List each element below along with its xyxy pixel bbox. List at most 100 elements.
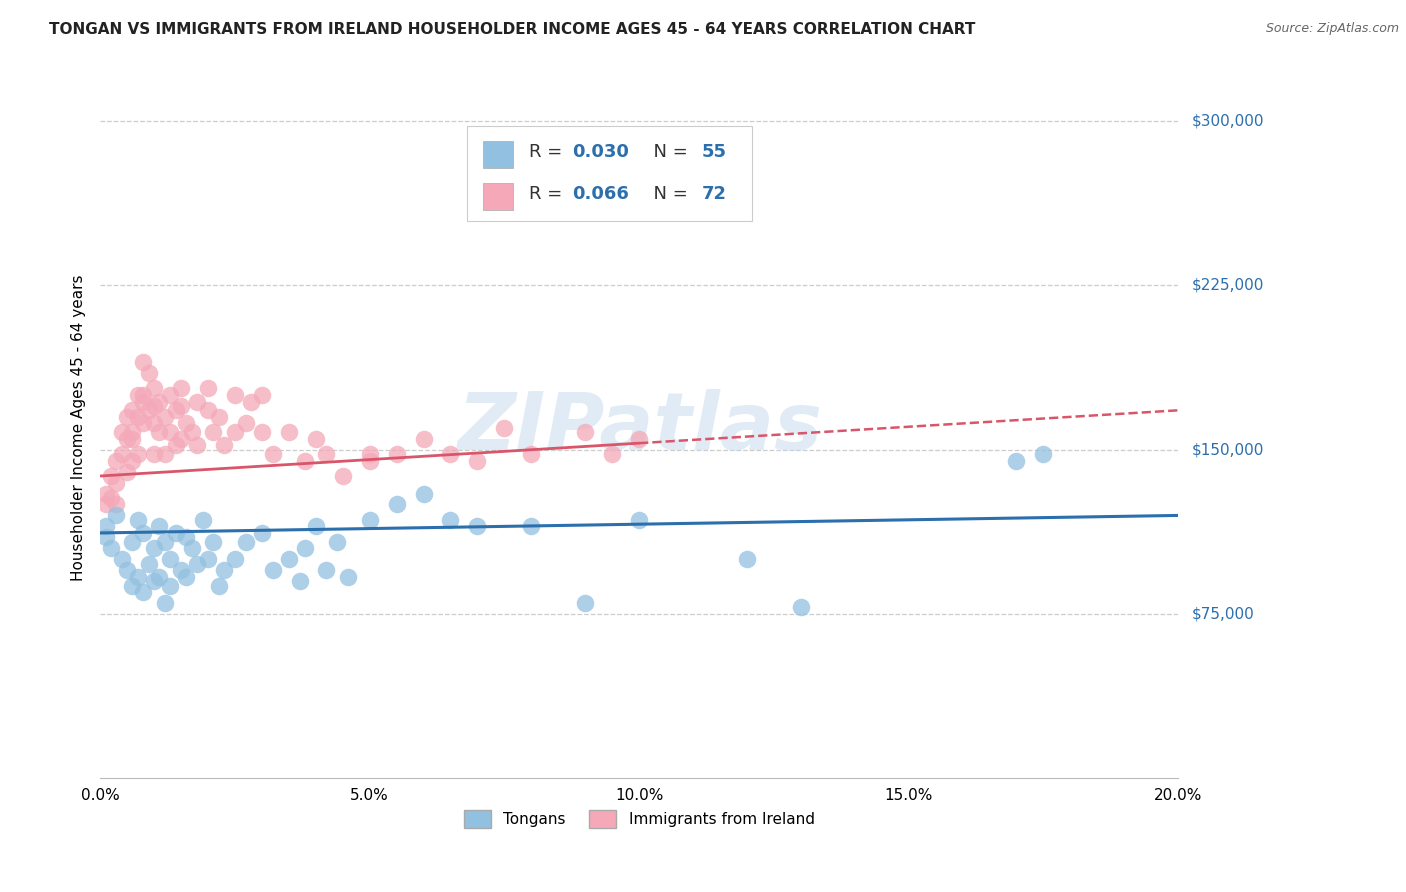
Point: [165, 438, 187, 452]
Point: [143, 574, 166, 588]
Point: [132, 394, 155, 409]
Point: [127, 388, 149, 402]
Point: [165, 403, 187, 417]
Point: [186, 438, 208, 452]
Text: R =: R =: [529, 186, 568, 203]
Point: [628, 432, 651, 446]
Point: [628, 513, 651, 527]
Point: [224, 388, 246, 402]
Point: [132, 388, 155, 402]
Point: [315, 563, 337, 577]
Point: [520, 447, 543, 461]
Point: [105, 508, 128, 523]
Point: [180, 425, 202, 440]
Point: [600, 447, 623, 461]
Text: 0.030: 0.030: [572, 144, 628, 161]
Point: [143, 417, 166, 431]
FancyBboxPatch shape: [482, 141, 513, 168]
Point: [208, 578, 231, 592]
Point: [337, 570, 360, 584]
Point: [520, 519, 543, 533]
Point: [1032, 447, 1054, 461]
Point: [277, 552, 299, 566]
Point: [121, 534, 143, 549]
Point: [315, 447, 337, 461]
Point: [121, 432, 143, 446]
Point: [262, 447, 284, 461]
Point: [208, 409, 231, 424]
Point: [176, 570, 198, 584]
Text: R =: R =: [529, 144, 568, 161]
Point: [224, 552, 246, 566]
Point: [467, 519, 489, 533]
Point: [197, 403, 219, 417]
Point: [574, 596, 596, 610]
Point: [359, 453, 381, 467]
Point: [305, 519, 328, 533]
Point: [121, 453, 143, 467]
Point: [197, 381, 219, 395]
Point: [138, 557, 160, 571]
Point: [186, 557, 208, 571]
Point: [191, 513, 214, 527]
Point: [439, 447, 461, 461]
Point: [197, 552, 219, 566]
Point: [385, 447, 408, 461]
Point: [180, 541, 202, 556]
Point: [159, 388, 181, 402]
Point: [148, 394, 170, 409]
Point: [170, 432, 193, 446]
Point: [385, 498, 408, 512]
Text: 0.066: 0.066: [572, 186, 628, 203]
Point: [148, 425, 170, 440]
Point: [132, 417, 155, 431]
Point: [111, 425, 134, 440]
Point: [94, 498, 117, 512]
Point: [132, 585, 155, 599]
Point: [439, 513, 461, 527]
Point: [94, 519, 117, 533]
Point: [148, 519, 170, 533]
Point: [121, 425, 143, 440]
Point: [224, 425, 246, 440]
Point: [100, 491, 122, 505]
Point: [170, 381, 193, 395]
Point: [165, 525, 187, 540]
Point: [127, 570, 149, 584]
Point: [359, 513, 381, 527]
Point: [235, 417, 257, 431]
Point: [111, 552, 134, 566]
Point: [132, 355, 155, 369]
Point: [159, 578, 181, 592]
Text: Source: ZipAtlas.com: Source: ZipAtlas.com: [1265, 22, 1399, 36]
Point: [1005, 453, 1028, 467]
Point: [127, 447, 149, 461]
Point: [111, 447, 134, 461]
Point: [412, 432, 434, 446]
Legend: Tongans, Immigrants from Ireland: Tongans, Immigrants from Ireland: [457, 804, 821, 834]
Point: [100, 541, 122, 556]
Point: [153, 534, 176, 549]
Point: [127, 409, 149, 424]
Point: [176, 417, 198, 431]
Point: [305, 432, 328, 446]
Text: 72: 72: [702, 186, 727, 203]
Point: [115, 465, 138, 479]
Point: [115, 409, 138, 424]
Text: $225,000: $225,000: [1192, 278, 1264, 293]
Point: [494, 421, 516, 435]
Point: [176, 530, 198, 544]
Text: $150,000: $150,000: [1192, 442, 1264, 458]
Point: [115, 563, 138, 577]
Point: [250, 388, 273, 402]
Point: [186, 394, 208, 409]
Point: [143, 381, 166, 395]
Text: 55: 55: [702, 144, 727, 161]
Point: [143, 447, 166, 461]
Point: [153, 596, 176, 610]
Point: [359, 447, 381, 461]
Point: [153, 409, 176, 424]
Point: [94, 530, 117, 544]
Point: [153, 447, 176, 461]
Text: N =: N =: [643, 144, 693, 161]
